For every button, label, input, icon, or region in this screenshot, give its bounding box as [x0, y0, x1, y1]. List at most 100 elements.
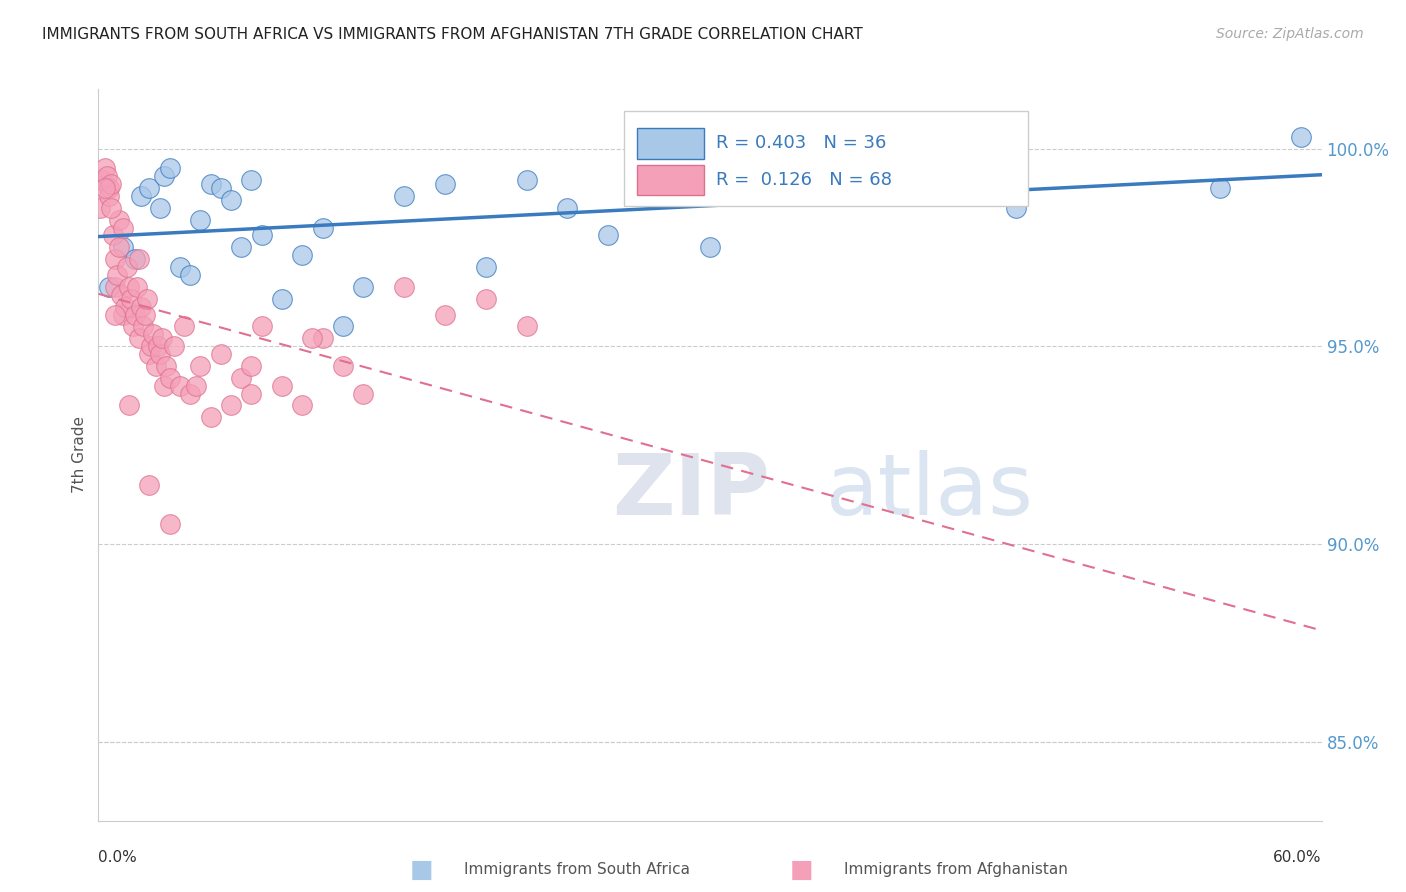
Point — [128, 252, 150, 267]
Point — [169, 378, 191, 392]
Point — [270, 378, 294, 392]
Point — [250, 228, 273, 243]
Point — [138, 347, 160, 361]
Text: R = 0.403   N = 36: R = 0.403 N = 36 — [716, 135, 887, 153]
Point — [173, 319, 195, 334]
Point — [301, 331, 323, 345]
Text: ZIP: ZIP — [612, 450, 770, 533]
Point — [104, 280, 127, 294]
Text: 0.0%: 0.0% — [98, 850, 138, 865]
Point — [240, 173, 263, 187]
Text: atlas: atlas — [827, 450, 1035, 533]
Point — [169, 260, 191, 274]
Point — [433, 308, 456, 322]
Point — [240, 359, 263, 373]
Text: IMMIGRANTS FROM SOUTH AFRICA VS IMMIGRANTS FROM AFGHANISTAN 7TH GRADE CORRELATIO: IMMIGRANTS FROM SOUTH AFRICA VS IMMIGRAN… — [42, 27, 863, 42]
Point — [392, 280, 416, 294]
Point — [93, 181, 115, 195]
Point — [120, 292, 142, 306]
Point — [149, 347, 172, 361]
Point — [209, 181, 232, 195]
Point — [118, 280, 141, 294]
Point — [96, 169, 118, 184]
Point — [392, 189, 416, 203]
Point — [1208, 181, 1232, 195]
Point — [433, 177, 456, 191]
Point — [115, 260, 138, 274]
Point — [146, 339, 169, 353]
Text: Source: ZipAtlas.com: Source: ZipAtlas.com — [1216, 27, 1364, 41]
Point — [159, 517, 181, 532]
Point — [516, 173, 538, 187]
Point — [141, 339, 163, 353]
Point — [150, 331, 173, 345]
Point — [142, 327, 165, 342]
Point — [291, 399, 314, 413]
Point — [658, 181, 681, 195]
Point — [114, 300, 136, 314]
Point — [352, 280, 374, 294]
Point — [97, 189, 120, 203]
Point — [108, 212, 131, 227]
Point — [943, 181, 966, 195]
Text: Immigrants from Afghanistan: Immigrants from Afghanistan — [844, 863, 1067, 877]
Point — [250, 319, 273, 334]
Point — [312, 220, 335, 235]
Point — [132, 319, 155, 334]
Point — [138, 477, 160, 491]
Point — [209, 347, 232, 361]
Point — [231, 240, 253, 254]
Point — [188, 212, 212, 227]
Point — [155, 359, 177, 373]
FancyBboxPatch shape — [624, 112, 1028, 206]
Point — [152, 378, 174, 392]
Point — [145, 359, 167, 373]
Point — [111, 308, 134, 322]
Point — [100, 201, 122, 215]
Point — [1004, 201, 1026, 215]
Point — [200, 177, 222, 191]
Point — [159, 371, 181, 385]
Text: ■: ■ — [411, 858, 433, 881]
Point — [124, 308, 146, 322]
Point — [332, 319, 354, 334]
Text: ■: ■ — [790, 858, 813, 881]
Point — [231, 371, 253, 385]
Point — [105, 268, 128, 282]
Point — [91, 173, 114, 187]
Point — [111, 240, 134, 254]
Text: R =  0.126   N = 68: R = 0.126 N = 68 — [716, 171, 893, 189]
Point — [129, 300, 152, 314]
Point — [179, 386, 201, 401]
Y-axis label: 7th Grade: 7th Grade — [72, 417, 87, 493]
Point — [699, 240, 721, 254]
Point — [474, 292, 498, 306]
Point — [124, 252, 146, 267]
Point — [186, 378, 208, 392]
Point — [270, 292, 294, 306]
Point — [474, 260, 498, 274]
FancyBboxPatch shape — [637, 128, 704, 159]
Point — [352, 386, 374, 401]
Point — [312, 331, 335, 345]
Point — [104, 252, 127, 267]
Point — [291, 248, 314, 262]
Point — [89, 201, 111, 215]
Point — [97, 280, 120, 294]
Point — [219, 193, 242, 207]
Point — [149, 201, 172, 215]
Point — [596, 228, 619, 243]
Point — [127, 280, 149, 294]
Point — [152, 169, 174, 184]
Text: Immigrants from South Africa: Immigrants from South Africa — [464, 863, 690, 877]
Text: 60.0%: 60.0% — [1274, 850, 1322, 865]
Point — [801, 189, 824, 203]
Point — [1291, 129, 1313, 144]
Point — [200, 410, 222, 425]
Point — [240, 386, 263, 401]
Point — [179, 268, 201, 282]
Point — [93, 161, 115, 176]
Point — [159, 161, 181, 176]
Point — [122, 319, 145, 334]
Point — [128, 331, 150, 345]
